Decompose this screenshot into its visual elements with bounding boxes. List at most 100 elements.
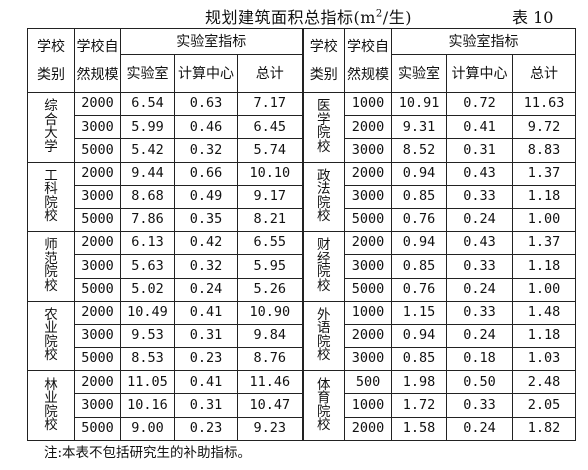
table-row: 5000 8.53 0.23 8.76 3000 0.85 0.18 1.03 [28, 347, 577, 372]
category-cell: 医学院校 [301, 92, 346, 163]
scale-cell: 5000 [74, 207, 121, 233]
scale-cell: 2000 [344, 161, 393, 186]
document-title: 规划建筑面积总指标(m2/生) [205, 4, 412, 28]
table-row: 3000 10.16 0.31 10.47 1000 1.72 0.33 2.05 [28, 393, 577, 418]
scale-cell: 2000 [74, 91, 121, 117]
category-label: 师范院校 [44, 237, 58, 294]
header-text: 类别 [309, 66, 338, 83]
lab-cell: 8.53 [120, 347, 175, 372]
total-cell: 10.90 [236, 300, 304, 325]
lab-cell: 5.42 [120, 138, 175, 163]
lab-cell: 0.94 [391, 231, 448, 256]
scale-cell: 3000 [344, 347, 393, 372]
computing-cell: 0.24 [446, 416, 514, 441]
total-cell: 11.63 [512, 91, 577, 117]
total-cell: 2.48 [512, 370, 577, 395]
header-total: 总计 [512, 54, 577, 93]
scale-cell: 3000 [74, 184, 121, 209]
table-row: 3000 8.68 0.49 9.17 3000 0.85 0.33 1.18 [28, 184, 577, 209]
scale-cell: 5000 [74, 138, 121, 163]
lab-cell: 5.63 [120, 254, 175, 279]
total-cell: 1.18 [512, 323, 577, 349]
header-text: 学校 [37, 38, 65, 55]
computing-cell: 0.41 [174, 370, 238, 395]
scale-cell: 2000 [344, 323, 393, 349]
computing-cell: 0.42 [174, 231, 238, 256]
computing-cell: 0.49 [174, 184, 238, 209]
scale-cell: 1000 [344, 300, 393, 325]
header-school-type: 学校 类别 [301, 28, 346, 93]
table-row: 5000 5.02 0.24 5.26 5000 0.76 0.24 1.00 [28, 277, 577, 302]
total-cell: 1.18 [512, 184, 577, 209]
computing-cell: 0.24 [446, 323, 514, 349]
indicator-table: 学校 类别 学校自 然规模 实验室指标 学校 类别 学校自 然规模 实验室指标 实验室 … [27, 28, 577, 441]
scale-cell: 5000 [74, 347, 121, 372]
header-text: 学校自 [347, 38, 390, 55]
lab-cell: 1.72 [391, 393, 448, 418]
total-cell: 9.23 [236, 416, 304, 441]
lab-cell: 1.15 [391, 300, 448, 325]
computing-cell: 0.33 [446, 254, 514, 279]
total-cell: 5.95 [236, 254, 304, 279]
computing-cell: 0.31 [446, 138, 514, 163]
header-lab-group: 实验室指标 [119, 28, 304, 55]
scale-cell: 3000 [74, 254, 121, 279]
lab-cell: 0.76 [391, 207, 448, 233]
computing-cell: 0.31 [174, 323, 238, 349]
header-text: 然规模 [76, 66, 119, 83]
lab-cell: 9.00 [120, 416, 175, 441]
header-total: 总计 [236, 54, 304, 93]
category-label: 医学院校 [317, 98, 331, 155]
category-cell: 工科院校 [27, 161, 75, 233]
total-cell: 8.83 [512, 138, 577, 163]
total-cell: 5.26 [236, 277, 304, 302]
lab-cell: 1.98 [391, 370, 448, 395]
total-cell: 1.00 [512, 277, 577, 302]
lab-cell: 11.05 [120, 370, 175, 395]
scale-cell: 2000 [74, 300, 121, 325]
lab-cell: 0.94 [391, 323, 448, 349]
header-scale: 学校自 然规模 [74, 28, 121, 93]
computing-cell: 0.23 [174, 347, 238, 372]
total-cell: 9.17 [236, 184, 304, 209]
category-label: 林业院校 [44, 376, 58, 434]
category-cell: 农业院校 [27, 300, 75, 372]
header-scale: 学校自 然规模 [344, 28, 393, 93]
scale-cell: 500 [344, 370, 393, 395]
header-text: 类别 [37, 66, 65, 83]
computing-cell: 0.24 [174, 277, 238, 302]
scale-cell: 2000 [74, 161, 121, 186]
table-row: 农业院校 2000 10.49 0.41 10.90 外语院校 1000 1.15 0.33 1.… [27, 300, 577, 372]
total-cell: 7.17 [236, 91, 304, 117]
lab-cell: 5.02 [120, 277, 175, 302]
table-number: 表 10 [512, 8, 554, 27]
lab-cell: 6.54 [120, 91, 175, 117]
computing-cell: 0.41 [174, 300, 238, 325]
lab-cell: 0.94 [391, 161, 448, 186]
lab-cell: 7.86 [120, 207, 175, 233]
header-computing: 计算中心 [446, 54, 514, 93]
scale-cell: 2000 [74, 370, 121, 395]
category-label: 外语院校 [317, 306, 331, 364]
computing-cell: 0.33 [446, 184, 514, 209]
total-cell: 8.21 [236, 207, 304, 233]
total-cell: 1.00 [512, 207, 577, 233]
table-row: 综合大学 2000 6.54 0.63 7.17 医学院校 1000 10.91 0.72 11.… [27, 91, 577, 163]
computing-cell: 0.23 [174, 416, 238, 441]
computing-cell: 0.50 [446, 370, 514, 395]
computing-cell: 0.33 [446, 300, 514, 325]
footnote: 注:本表不包括研究生的补助指标。 [44, 445, 252, 461]
lab-cell: 9.31 [391, 115, 448, 140]
category-label: 财经院校 [317, 237, 331, 294]
title-text: 规划建筑面积总指标(m [205, 8, 376, 27]
header-lab-group: 实验室指标 [391, 28, 577, 55]
scale-cell: 3000 [74, 393, 121, 418]
scale-cell: 3000 [344, 184, 393, 209]
lab-cell: 8.68 [120, 184, 175, 209]
lab-cell: 9.53 [120, 323, 175, 349]
header-text: 学校自 [76, 38, 119, 55]
category-cell: 体育院校 [301, 370, 346, 441]
scale-cell: 5000 [74, 416, 121, 441]
table-row: 5000 5.42 0.32 5.74 3000 8.52 0.31 8.83 [28, 138, 577, 163]
computing-cell: 0.35 [174, 207, 238, 233]
